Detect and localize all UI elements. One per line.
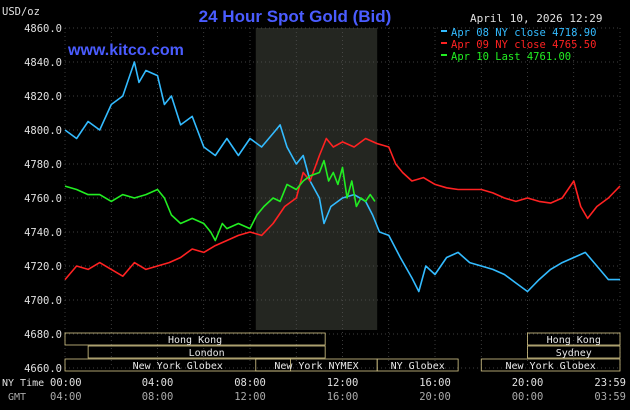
x-tick-gmt: 00:00 [512,391,544,403]
session-label: New York Globex [505,361,595,372]
legend-entry: Apr 10 Last 4761.00 [451,51,571,63]
y-tick-label: 4860.0 [24,23,62,35]
x-tick-ny: 04:00 [142,377,174,389]
session-box [480,358,621,372]
x-tick-gmt: 20:00 [419,391,451,403]
x-tick-ny: 12:00 [327,377,359,389]
y-tick-label: 4780.0 [24,159,62,171]
series-line [64,137,621,281]
legend-entry: Apr 09 NY close 4765.50 [451,39,596,51]
gmt-label: GMT [8,392,26,403]
x-tick-ny: 23:59 [594,377,626,389]
y-unit-label: USD/oz [2,6,40,18]
session-box [64,332,326,346]
nymex-session-shade [255,28,378,330]
session-label: Hong Kong [547,335,601,346]
session-label: New York NYMEX [274,361,358,372]
y-axis-ticks: 4860.0 4840.0 4820.0 4800.0 4780.0 4760.0 4740… [24,23,62,375]
series-line [64,61,620,293]
x-tick-ny: 16:00 [419,377,451,389]
session-label: NY Globex [391,361,445,372]
x-tick-ny: 08:00 [234,377,266,389]
y-tick-label: 4700.0 [24,295,62,307]
x-tick-gmt: 03:59 [594,391,626,403]
session-box [527,332,621,346]
session-label: Hong Kong [168,335,222,346]
y-tick-label: 4660.0 [24,363,62,375]
y-tick-label: 4800.0 [24,125,62,137]
series-line [64,159,376,242]
y-tick-label: 4720.0 [24,261,62,273]
session-label: New York Globex [133,361,223,372]
y-tick-label: 4740.0 [24,227,62,239]
x-axis-ticks: 00:00 04:00 04:00 08:00 08:00 12:00 12:00 16:00… [50,377,626,403]
timestamp: April 10, 2026 12:29 [470,12,602,25]
y-tick-label: 4820.0 [24,91,62,103]
legend-swatch [441,42,447,44]
x-tick-ny: 20:00 [512,377,544,389]
x-tick-gmt: 04:00 [50,391,82,403]
session-label: Sydney [556,348,592,359]
chart-title: 24 Hour Spot Gold (Bid) [199,7,392,26]
chart-series [64,61,621,293]
x-tick-gmt: 08:00 [142,391,174,403]
session-label: London [189,348,225,359]
legend-swatch [441,30,447,32]
legend-entry: Apr 08 NY close 4718.90 [451,27,596,39]
session-box [376,358,459,372]
session-box [64,358,291,372]
watermark: www.kitco.com [67,42,184,59]
session-box [527,345,621,359]
market-sessions: Hong Kong Hong Kong London Sydney New York G… [64,332,621,372]
y-tick-label: 4760.0 [24,193,62,205]
y-tick-label: 4840.0 [24,57,62,69]
x-tick-ny: 00:00 [50,377,82,389]
session-box [87,345,326,359]
ny-time-label: NY Time [2,378,44,389]
legend-swatch [441,54,447,56]
x-tick-gmt: 12:00 [234,391,266,403]
y-tick-label: 4680.0 [24,329,62,341]
x-tick-gmt: 16:00 [327,391,359,403]
